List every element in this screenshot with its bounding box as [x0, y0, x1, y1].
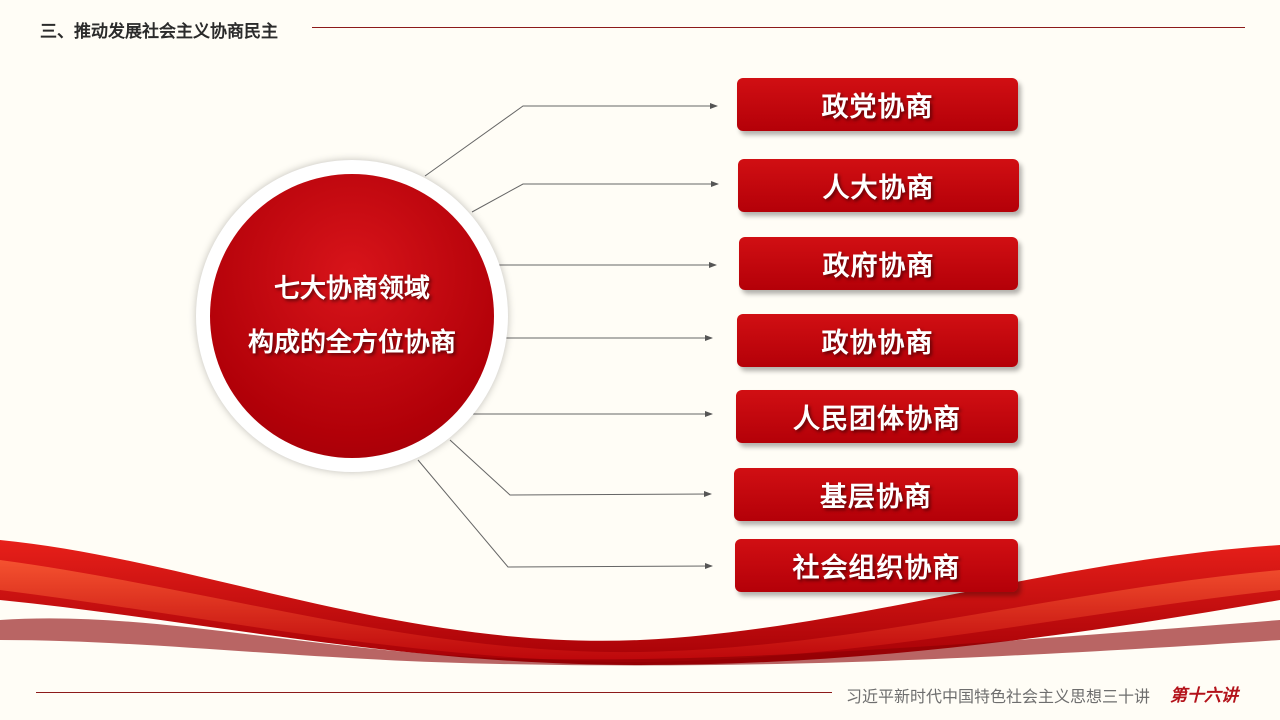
- center-circle: 七大协商领域 构成的全方位协商: [210, 174, 494, 458]
- connector-lines: [417, 103, 719, 570]
- domain-box-party: 政党协商: [737, 78, 1018, 131]
- footer-series-title: 习近平新时代中国特色社会主义思想三十讲: [846, 687, 1151, 706]
- domain-box-cppcc: 政协协商: [737, 314, 1018, 367]
- footer-lecture-logo: 第十六讲: [1170, 686, 1238, 706]
- page-title: 三、推动发展社会主义协商民主: [40, 22, 278, 42]
- title-divider: [312, 27, 1245, 28]
- domain-box-people-org: 人民团体协商: [736, 390, 1018, 443]
- domain-box-npc: 人大协商: [738, 159, 1019, 212]
- red-ribbon: [0, 540, 1280, 666]
- domain-box-social-org: 社会组织协商: [735, 539, 1018, 592]
- center-text-line1: 七大协商领域: [273, 274, 430, 304]
- center-text-line2: 构成的全方位协商: [247, 328, 456, 358]
- domain-box-government: 政府协商: [739, 237, 1018, 290]
- domain-box-grassroots: 基层协商: [734, 468, 1018, 521]
- footer-divider: [36, 692, 832, 693]
